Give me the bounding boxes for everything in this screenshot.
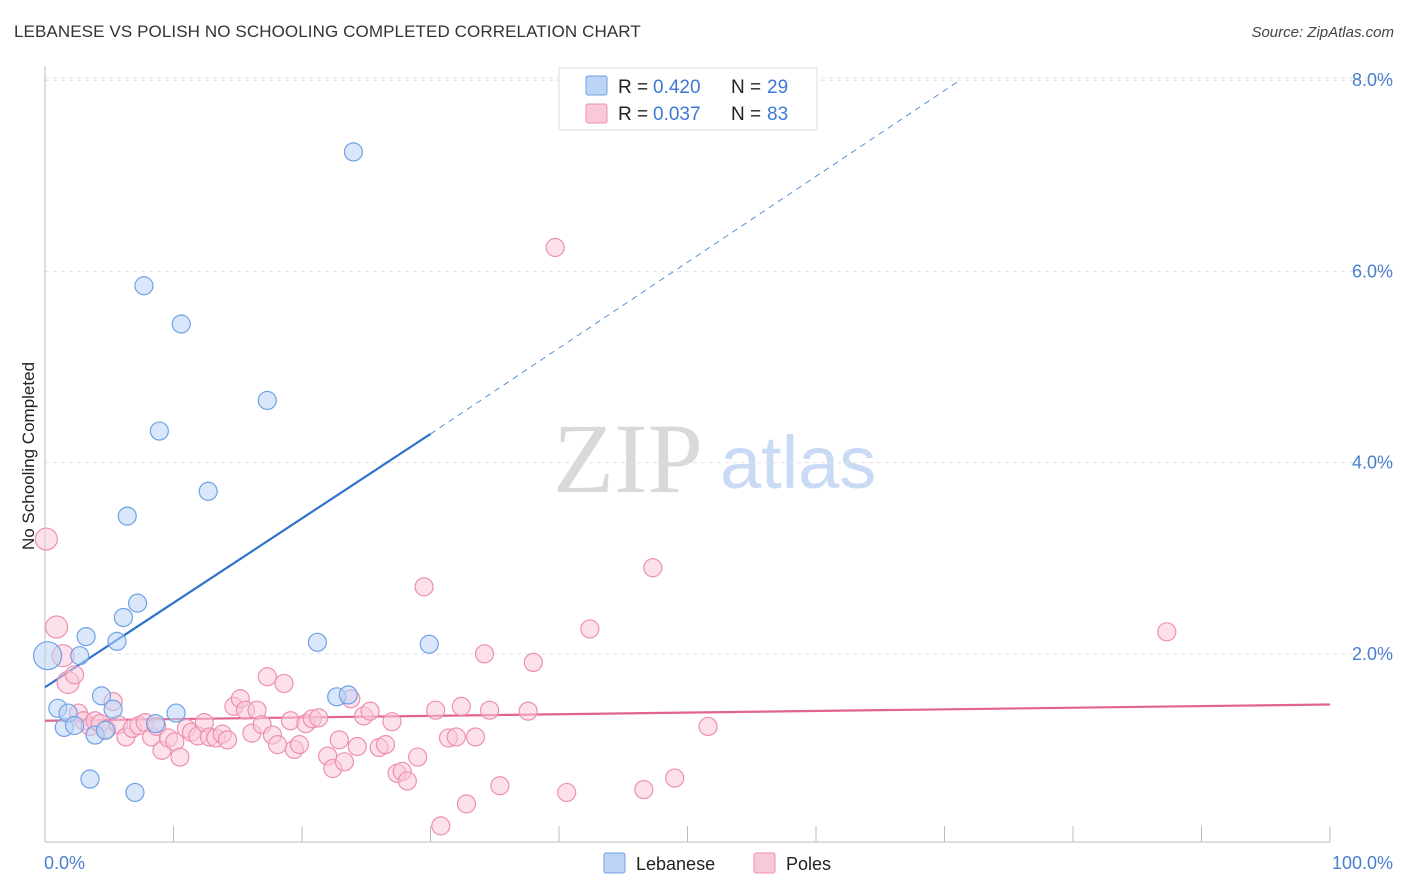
point-poles — [518, 701, 538, 721]
point-lebanese — [95, 720, 115, 740]
point-poles — [665, 768, 685, 788]
point-lebanese — [307, 632, 328, 652]
point-lebanese — [80, 769, 100, 789]
point-poles — [217, 730, 238, 750]
point-poles — [634, 779, 654, 800]
y-tick-label: 2.0% — [1352, 644, 1393, 664]
point-poles — [397, 771, 417, 791]
point-poles — [456, 794, 477, 814]
watermark: ZIP atlas — [553, 403, 876, 514]
point-poles — [360, 701, 380, 721]
legend-n-value-lebanese: 29 — [767, 77, 788, 98]
point-poles — [64, 665, 85, 685]
legend-r-label-poles: R = — [618, 104, 648, 125]
point-poles — [446, 727, 466, 747]
point-poles — [329, 730, 349, 750]
point-poles — [309, 708, 329, 728]
point-lebanese — [125, 782, 145, 803]
trend-line-lebanese-extension — [430, 79, 961, 435]
gridlines — [45, 77, 1392, 655]
point-poles — [170, 747, 190, 767]
point-poles — [465, 727, 486, 747]
point-lebanese — [107, 631, 127, 651]
point-poles — [408, 747, 428, 767]
point-poles — [274, 673, 294, 694]
point-poles — [267, 735, 288, 755]
point-poles — [426, 700, 446, 720]
point-poles — [480, 700, 500, 720]
axes: 2.0% 4.0% 6.0% 8.0% 0.0% 100.0% — [44, 66, 1393, 873]
point-poles — [643, 558, 663, 578]
legend-r-label-lebanese: R = — [618, 77, 648, 98]
point-lebanese — [166, 703, 186, 723]
point-poles — [34, 527, 58, 551]
point-lebanese — [103, 699, 123, 719]
chart-source: Source: ZipAtlas.com — [1251, 24, 1394, 41]
point-poles — [347, 736, 367, 757]
bottom-legend-lebanese: Lebanese — [636, 854, 715, 874]
y-axis-title: No Schooling Completed — [19, 362, 38, 550]
point-poles — [257, 667, 277, 687]
point-poles — [474, 644, 495, 664]
bottom-legend-poles: Poles — [786, 854, 831, 874]
point-lebanese — [70, 646, 90, 666]
bottom-legend-swatch-lebanese — [603, 852, 626, 874]
watermark-zip: ZIP — [553, 403, 703, 514]
legend-n-value-poles: 83 — [767, 104, 788, 125]
point-poles — [557, 782, 577, 803]
point-poles — [1157, 622, 1177, 642]
point-poles — [698, 716, 718, 737]
legend-n-label-lebanese: N = — [731, 77, 761, 98]
y-tick-label: 8.0% — [1352, 70, 1393, 90]
legend-swatch-poles — [585, 103, 608, 124]
point-lebanese — [76, 626, 96, 647]
point-lebanese — [134, 276, 154, 296]
x-tick-label: 0.0% — [44, 853, 85, 873]
point-poles — [451, 696, 471, 716]
legend: R = 0.420 N = 29 R = 0.037 N = 83 — [558, 67, 818, 131]
point-lebanese — [145, 713, 166, 734]
point-lebanese — [343, 142, 363, 162]
legend-r-value-poles: 0.037 — [653, 104, 701, 125]
point-poles — [414, 577, 434, 597]
point-lebanese — [127, 593, 148, 613]
point-lebanese — [149, 421, 169, 441]
point-lebanese — [32, 641, 63, 671]
trend-lines — [44, 79, 1331, 722]
data-points — [32, 142, 1177, 836]
bottom-legend: Lebanese Poles — [603, 852, 831, 874]
legend-r-value-lebanese: 0.420 — [653, 77, 701, 98]
legend-n-label-poles: N = — [731, 104, 761, 125]
y-tick-label: 4.0% — [1352, 453, 1393, 473]
point-poles — [431, 816, 451, 836]
trend-line-lebanese — [44, 433, 432, 689]
bottom-legend-swatch-poles — [753, 852, 776, 874]
point-poles — [580, 619, 600, 639]
y-tick-label: 6.0% — [1352, 261, 1393, 281]
point-lebanese — [198, 481, 218, 501]
point-poles — [334, 752, 355, 772]
point-poles — [523, 652, 543, 673]
point-poles — [545, 237, 565, 258]
point-lebanese — [171, 314, 191, 334]
point-lebanese — [257, 390, 277, 411]
point-poles — [44, 615, 69, 639]
point-lebanese — [91, 686, 112, 706]
point-poles — [375, 735, 396, 755]
chart-title: LEBANESE VS POLISH NO SCHOOLING COMPLETE… — [14, 22, 641, 41]
legend-swatch-lebanese — [585, 75, 608, 96]
point-poles — [289, 735, 310, 755]
x-tick-label: 100.0% — [1332, 853, 1393, 873]
point-lebanese — [64, 715, 85, 736]
point-lebanese — [419, 634, 439, 654]
point-lebanese — [338, 685, 358, 705]
point-lebanese — [117, 506, 137, 526]
point-lebanese — [113, 607, 133, 628]
point-poles — [490, 776, 510, 796]
point-poles — [382, 712, 402, 732]
